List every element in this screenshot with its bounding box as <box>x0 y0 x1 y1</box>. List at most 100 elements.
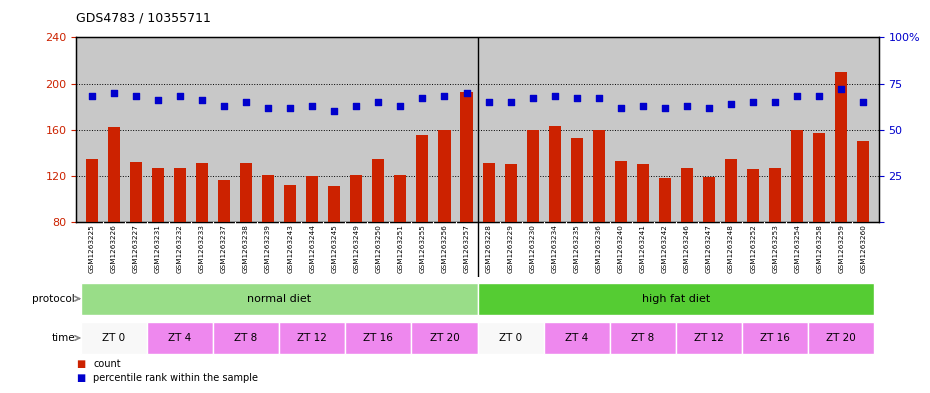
Bar <box>808 322 874 354</box>
Text: ZT 8: ZT 8 <box>234 333 258 343</box>
Text: GSM1263259: GSM1263259 <box>838 224 844 273</box>
Point <box>746 99 761 105</box>
Text: GSM1263258: GSM1263258 <box>817 224 822 273</box>
Bar <box>703 177 715 222</box>
Text: GSM1263244: GSM1263244 <box>309 224 315 273</box>
Bar <box>213 322 279 354</box>
Point <box>349 103 364 109</box>
Text: GSM1263246: GSM1263246 <box>684 224 690 273</box>
Point <box>437 93 452 99</box>
Point <box>547 93 562 99</box>
Point <box>834 86 849 92</box>
Bar <box>478 322 544 354</box>
Text: count: count <box>93 358 121 369</box>
Text: ■: ■ <box>76 358 86 369</box>
Text: GSM1263236: GSM1263236 <box>596 224 602 273</box>
Text: GSM1263248: GSM1263248 <box>728 224 734 273</box>
Point <box>768 99 783 105</box>
Point <box>658 105 672 111</box>
Text: ZT 4: ZT 4 <box>168 333 192 343</box>
Text: GSM1263260: GSM1263260 <box>860 224 867 273</box>
Point <box>305 103 320 109</box>
Bar <box>417 136 429 222</box>
Bar <box>747 169 759 222</box>
Bar <box>659 178 671 222</box>
Bar <box>372 158 384 222</box>
Text: GSM1263253: GSM1263253 <box>772 224 778 273</box>
Bar <box>279 322 345 354</box>
Point <box>724 101 738 107</box>
Text: GSM1263230: GSM1263230 <box>530 224 536 273</box>
Bar <box>108 127 120 222</box>
Bar <box>262 175 274 222</box>
Text: GSM1263225: GSM1263225 <box>88 224 95 273</box>
Text: GSM1263238: GSM1263238 <box>243 224 249 273</box>
Text: high fat diet: high fat diet <box>642 294 711 304</box>
Point <box>217 103 232 109</box>
Text: time: time <box>51 333 75 343</box>
Bar <box>592 130 604 222</box>
Bar <box>394 175 406 222</box>
Text: ZT 0: ZT 0 <box>499 333 522 343</box>
Text: GSM1263252: GSM1263252 <box>751 224 756 273</box>
Point <box>151 97 166 103</box>
Text: GSM1263229: GSM1263229 <box>508 224 513 273</box>
Bar <box>129 162 142 222</box>
Bar <box>637 164 649 222</box>
Text: GSM1263255: GSM1263255 <box>419 224 425 273</box>
Text: ZT 4: ZT 4 <box>565 333 589 343</box>
Point <box>459 90 474 96</box>
Text: GSM1263257: GSM1263257 <box>463 224 470 273</box>
Bar <box>284 185 296 222</box>
Point <box>481 99 496 105</box>
Point <box>680 103 695 109</box>
Point <box>569 95 584 101</box>
Text: GSM1263228: GSM1263228 <box>485 224 492 273</box>
Bar <box>526 130 538 222</box>
Bar <box>240 163 252 222</box>
Text: GSM1263235: GSM1263235 <box>574 224 579 273</box>
Bar <box>478 283 874 314</box>
Bar <box>483 163 495 222</box>
Bar <box>571 138 583 222</box>
Point <box>856 99 870 105</box>
Point <box>85 93 100 99</box>
Bar <box>742 322 808 354</box>
Bar <box>813 133 826 222</box>
Bar <box>725 158 737 222</box>
Text: ZT 16: ZT 16 <box>364 333 393 343</box>
Point <box>393 103 408 109</box>
Text: GSM1263250: GSM1263250 <box>376 224 381 273</box>
Point <box>614 105 629 111</box>
Text: GSM1263233: GSM1263233 <box>199 224 205 273</box>
Point <box>503 99 518 105</box>
Bar <box>218 180 230 222</box>
Bar <box>196 163 208 222</box>
Text: GSM1263239: GSM1263239 <box>265 224 271 273</box>
Bar <box>81 322 147 354</box>
Point <box>790 93 804 99</box>
Bar <box>835 72 847 222</box>
Bar <box>549 126 561 222</box>
Point <box>812 93 827 99</box>
Text: GSM1263232: GSM1263232 <box>177 224 183 273</box>
Point <box>326 108 341 114</box>
Point <box>635 103 650 109</box>
Text: GSM1263242: GSM1263242 <box>662 224 668 273</box>
Text: ZT 20: ZT 20 <box>430 333 459 343</box>
Text: percentile rank within the sample: percentile rank within the sample <box>93 373 258 383</box>
Bar <box>460 92 472 222</box>
Text: ZT 16: ZT 16 <box>761 333 790 343</box>
Bar <box>328 186 340 222</box>
Text: ■: ■ <box>76 373 86 383</box>
Point <box>194 97 209 103</box>
Text: ZT 20: ZT 20 <box>827 333 857 343</box>
Bar <box>174 168 186 222</box>
Text: GSM1263234: GSM1263234 <box>551 224 558 273</box>
Text: GSM1263254: GSM1263254 <box>794 224 801 273</box>
Bar <box>306 176 318 222</box>
Bar <box>152 168 164 222</box>
Bar <box>345 322 411 354</box>
Text: GSM1263227: GSM1263227 <box>133 224 139 273</box>
Point <box>415 95 430 101</box>
